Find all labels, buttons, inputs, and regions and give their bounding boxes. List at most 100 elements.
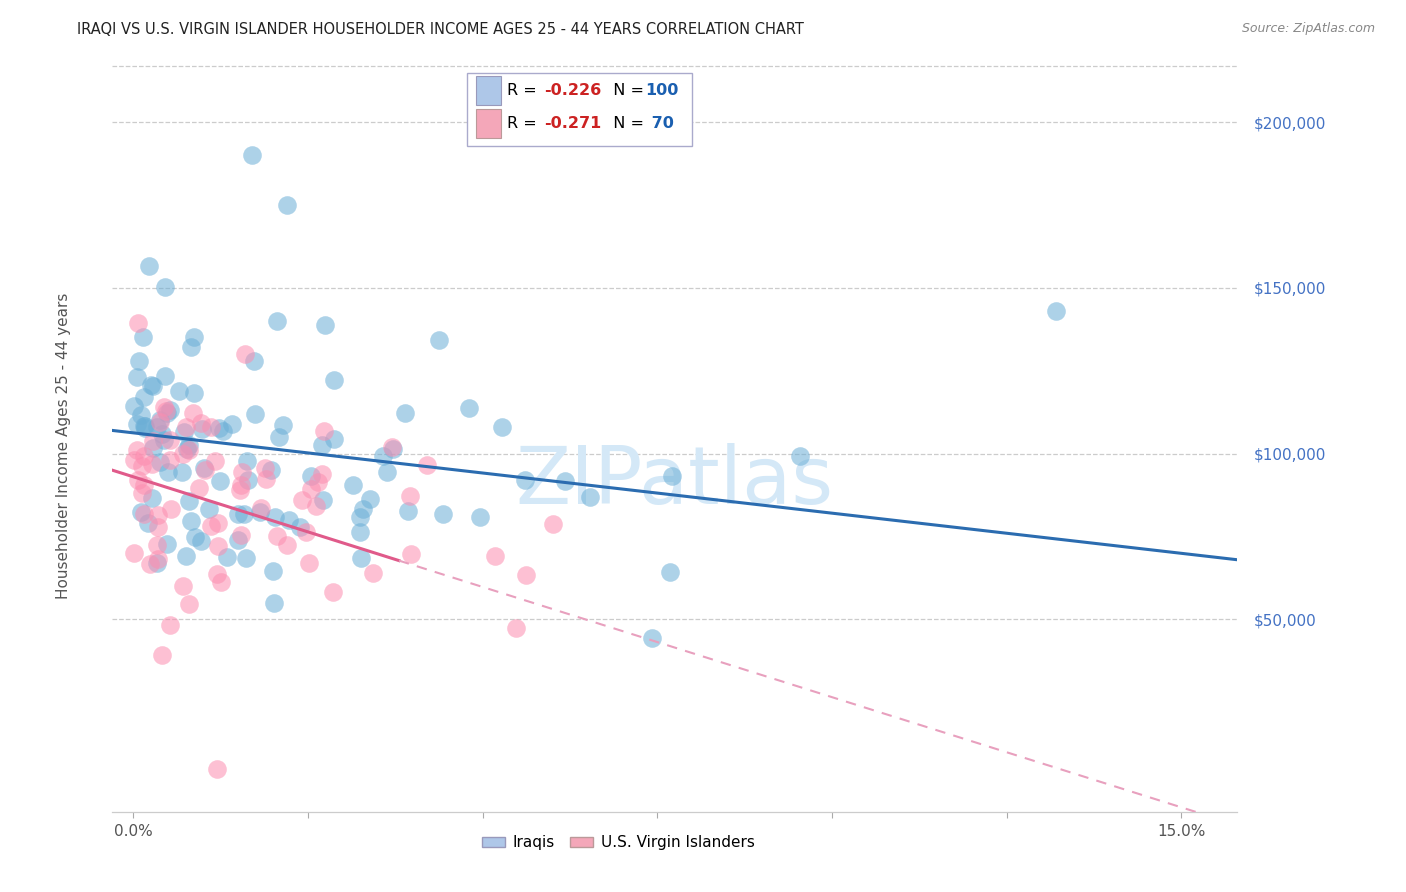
Point bbox=[136, 516, 159, 530]
Point bbox=[254, 472, 277, 486]
Point bbox=[190, 416, 212, 430]
Point bbox=[188, 481, 211, 495]
Point bbox=[172, 579, 194, 593]
Point bbox=[236, 473, 259, 487]
Point bbox=[129, 504, 152, 518]
Point bbox=[204, 453, 226, 467]
Point bbox=[491, 420, 513, 434]
Point bbox=[193, 461, 215, 475]
Point bbox=[127, 474, 149, 488]
Point bbox=[190, 533, 212, 548]
Point bbox=[267, 430, 290, 444]
Text: R =: R = bbox=[508, 116, 543, 131]
Point bbox=[789, 449, 811, 463]
Point bbox=[399, 489, 422, 503]
Point bbox=[127, 316, 149, 330]
Point bbox=[231, 465, 253, 479]
Point bbox=[215, 549, 238, 564]
Point bbox=[209, 574, 232, 589]
Point bbox=[394, 406, 416, 420]
Point bbox=[141, 457, 163, 471]
Point bbox=[131, 458, 153, 473]
Point bbox=[579, 490, 602, 504]
Point bbox=[134, 477, 156, 491]
Text: 100: 100 bbox=[645, 83, 679, 98]
Text: N =: N = bbox=[603, 116, 650, 131]
Point bbox=[153, 433, 176, 447]
Point bbox=[342, 477, 364, 491]
Point bbox=[371, 449, 394, 463]
Point bbox=[200, 419, 222, 434]
Point bbox=[148, 455, 170, 469]
Point bbox=[173, 425, 195, 440]
Point bbox=[122, 546, 145, 560]
Point bbox=[160, 501, 183, 516]
Point bbox=[194, 463, 217, 477]
Point bbox=[233, 507, 256, 521]
Point bbox=[221, 417, 243, 431]
Point bbox=[359, 491, 381, 506]
Point bbox=[132, 507, 155, 521]
Point bbox=[249, 505, 271, 519]
Point bbox=[153, 369, 176, 384]
Point bbox=[322, 585, 344, 599]
Point bbox=[505, 621, 527, 635]
Text: -0.271: -0.271 bbox=[544, 116, 602, 131]
Point bbox=[124, 399, 146, 413]
Point bbox=[226, 507, 249, 521]
Point bbox=[159, 618, 181, 632]
Point bbox=[153, 400, 176, 414]
Point bbox=[250, 501, 273, 516]
Point bbox=[153, 280, 176, 294]
Point bbox=[211, 424, 233, 438]
Point bbox=[314, 318, 336, 333]
Point bbox=[207, 516, 229, 530]
Point bbox=[208, 421, 231, 435]
Point bbox=[132, 390, 155, 404]
Point bbox=[209, 475, 232, 489]
Point bbox=[299, 482, 322, 496]
Text: Householder Income Ages 25 - 44 years: Householder Income Ages 25 - 44 years bbox=[56, 293, 70, 599]
Point bbox=[190, 422, 212, 436]
Point bbox=[233, 347, 256, 361]
Point bbox=[141, 491, 163, 505]
Point bbox=[305, 499, 328, 513]
Point bbox=[659, 565, 682, 579]
Point bbox=[235, 550, 257, 565]
Legend: Iraqis, U.S. Virgin Islanders: Iraqis, U.S. Virgin Islanders bbox=[477, 830, 761, 856]
Point bbox=[132, 419, 155, 434]
Text: N =: N = bbox=[603, 83, 650, 98]
Point bbox=[150, 427, 173, 442]
Point bbox=[312, 425, 335, 439]
Point bbox=[661, 469, 683, 483]
Point bbox=[142, 442, 165, 456]
Point bbox=[207, 762, 229, 776]
Point bbox=[146, 552, 169, 566]
Point bbox=[323, 373, 346, 387]
Point bbox=[263, 565, 285, 579]
Point bbox=[169, 384, 191, 398]
Point bbox=[541, 517, 564, 532]
Point bbox=[363, 566, 385, 580]
Point bbox=[127, 417, 149, 431]
Point bbox=[159, 433, 181, 447]
Point bbox=[183, 330, 205, 344]
Point bbox=[276, 198, 298, 212]
Point bbox=[156, 465, 179, 479]
Point bbox=[142, 379, 165, 393]
Point bbox=[515, 473, 537, 487]
Point bbox=[132, 450, 155, 464]
Text: 70: 70 bbox=[645, 116, 673, 131]
Point bbox=[228, 533, 250, 547]
Point bbox=[180, 514, 202, 528]
Point bbox=[352, 502, 374, 516]
Point bbox=[131, 330, 153, 344]
Point bbox=[260, 463, 283, 477]
Text: ZIPatlas: ZIPatlas bbox=[516, 443, 834, 521]
Point bbox=[159, 452, 181, 467]
Point bbox=[125, 443, 148, 458]
Point bbox=[381, 441, 404, 455]
Point bbox=[174, 419, 197, 434]
Point bbox=[176, 442, 198, 456]
Point bbox=[177, 597, 200, 611]
